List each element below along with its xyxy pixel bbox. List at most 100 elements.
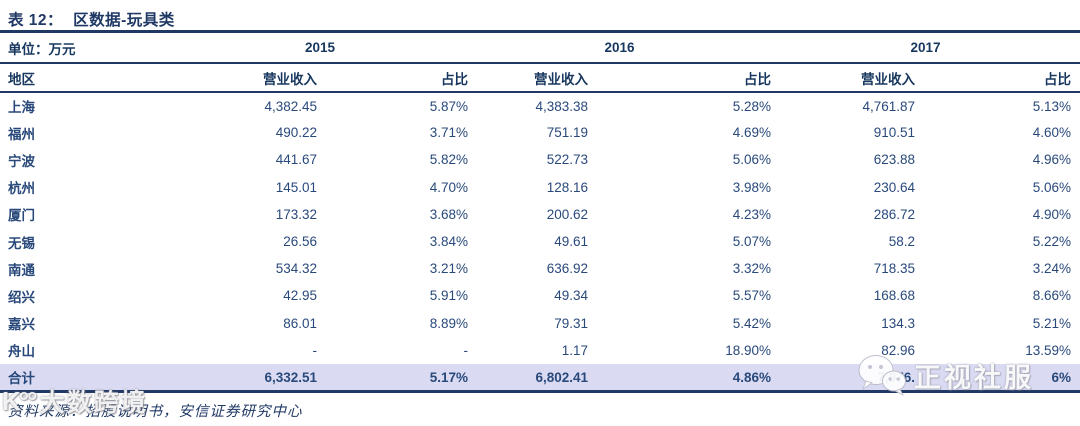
value-cell: 5.42% <box>732 315 772 331</box>
value-cell: - <box>463 342 469 358</box>
value-cell: 5.91% <box>429 288 469 304</box>
value-cell: 5.87% <box>429 98 469 114</box>
column-header-revenue-2016: 营业收入 <box>534 71 589 87</box>
year-header-2015: 2015 <box>304 40 336 55</box>
value-cell: 6,332.51 <box>264 369 317 385</box>
table-row: 南通 534.32 3.21% 636.92 3.32% 718.35 3.24% <box>0 255 1080 282</box>
value-cell: 8.66% <box>1032 288 1072 304</box>
value-cell: 134.3 <box>881 315 916 331</box>
value-cell: 286.72 <box>873 206 916 222</box>
source-note: 资料来源：招股说明书，安信证券研究中心 <box>8 404 303 421</box>
table-row: 嘉兴 86.01 8.89% 79.31 5.42% 134.3 5.21% <box>0 310 1080 337</box>
value-cell: 4,761.87 <box>862 98 916 114</box>
value-cell: 5.22% <box>1032 234 1072 250</box>
column-header-revenue-2015: 营业收入 <box>263 71 317 87</box>
value-cell: 5.57% <box>732 288 772 304</box>
column-header-region: 地区 <box>8 71 35 87</box>
value-cell: 79.31 <box>554 315 589 331</box>
region-cell: 绍兴 <box>8 289 35 305</box>
value-cell: 718.35 <box>873 261 916 277</box>
value-cell: 3.24% <box>1032 261 1072 277</box>
value-cell: 86.01 <box>283 315 317 331</box>
value-cell: 5.21% <box>1032 315 1072 331</box>
value-cell: 522.73 <box>546 152 589 168</box>
value-cell: 441.67 <box>275 152 317 168</box>
value-cell: 6,802.41 <box>535 369 589 385</box>
region-cell: 南通 <box>8 262 35 278</box>
region-cell: 杭州 <box>8 181 35 197</box>
value-cell: 49.61 <box>554 234 589 250</box>
value-cell: 200.62 <box>546 206 589 222</box>
value-cell: 4,383.38 <box>535 98 589 114</box>
value-cell: 4.90% <box>1032 206 1072 222</box>
value-cell: 3.98% <box>732 179 772 195</box>
value-cell: 4,382.45 <box>264 98 317 114</box>
value-cell: 534.32 <box>275 261 317 277</box>
value-cell: 3.32% <box>732 261 772 277</box>
value-cell: 4.69% <box>732 125 772 141</box>
table-row: 舟山 - - 1.17 18.90% 82.96 13.59% <box>0 337 1080 364</box>
table-caption: 表 12： 区数据-玩具类 <box>0 0 1080 33</box>
value-cell: 128.16 <box>546 179 589 195</box>
value-cell: 4.70% <box>429 179 469 195</box>
value-cell: 623.88 <box>873 152 916 168</box>
value-cell: 3.68% <box>429 206 469 222</box>
value-cell: 13.59% <box>1025 342 1072 358</box>
value-cell: 5.06% <box>1032 179 1072 195</box>
table-row: 上海 4,382.45 5.87% 4,383.38 5.28% 4,761.87 5.13… <box>0 92 1080 119</box>
value-cell: 6% <box>1051 369 1072 385</box>
value-cell: 5.17% <box>429 369 469 385</box>
unit-year-row: 单位：万元 2015 2016 2017 <box>0 33 1080 63</box>
value-cell: 3.71% <box>429 125 469 141</box>
value-cell: 910.51 <box>873 125 916 141</box>
value-cell: 8.89% <box>429 315 469 331</box>
value-cell: 5.06% <box>732 152 772 168</box>
table-row: 宁波 441.67 5.82% 522.73 5.06% 623.88 4.96% <box>0 146 1080 173</box>
value-cell: 168.68 <box>873 288 916 304</box>
region-cell: 福州 <box>8 126 35 142</box>
value-cell: 58.2 <box>888 234 916 250</box>
value-cell: 490.22 <box>275 125 317 141</box>
data-table: 单位：万元 2015 2016 2017 地区 营业收入 占比 营业收入 占比 … <box>0 33 1080 393</box>
value-cell: 636.92 <box>546 261 589 277</box>
table-body: 上海 4,382.45 5.87% 4,383.38 5.28% 4,761.87 5.13… <box>0 92 1080 392</box>
value-cell: 26.56 <box>283 234 317 250</box>
value-cell: 173.32 <box>275 206 317 222</box>
region-cell: 合计 <box>8 371 35 387</box>
value-cell: 5.82% <box>429 152 469 168</box>
column-header-revenue-2017: 营业收入 <box>861 71 916 87</box>
value-cell: 3.21% <box>429 261 469 277</box>
value-cell: 7,976. <box>877 369 916 385</box>
region-cell: 宁波 <box>8 153 35 169</box>
table-row: 杭州 145.01 4.70% 128.16 3.98% 230.64 5.06% <box>0 174 1080 201</box>
value-cell: 5.28% <box>732 98 772 114</box>
region-cell: 嘉兴 <box>8 317 35 333</box>
year-header-2016: 2016 <box>604 40 635 55</box>
value-cell: 82.96 <box>881 342 916 358</box>
value-cell: - <box>312 342 318 358</box>
region-cell: 上海 <box>8 100 35 116</box>
value-cell: 3.84% <box>429 234 469 250</box>
value-cell: 230.64 <box>873 179 916 195</box>
page-title: 区数据-玩具类 <box>73 11 175 29</box>
table-row: 厦门 173.32 3.68% 200.62 4.23% 286.72 4.90% <box>0 201 1080 228</box>
value-cell: 49.34 <box>554 288 589 304</box>
total-row: 合计 6,332.51 5.17% 6,802.41 4.86% 7,976. 6% <box>0 363 1080 392</box>
column-header-share-2015: 占比 <box>441 71 469 87</box>
unit-label: 单位：万元 <box>8 41 76 57</box>
table-number: 表 12： <box>8 11 64 29</box>
region-cell: 舟山 <box>8 344 35 360</box>
column-header-share-2016: 占比 <box>744 71 772 87</box>
table-row: 福州 490.22 3.71% 751.19 4.69% 910.51 4.60% <box>0 119 1080 146</box>
value-cell: 1.17 <box>561 342 589 358</box>
value-cell: 5.13% <box>1032 98 1072 114</box>
region-cell: 无锡 <box>8 235 35 251</box>
value-cell: 4.86% <box>732 369 772 385</box>
value-cell: 145.01 <box>275 179 317 195</box>
year-header-2017: 2017 <box>910 40 941 55</box>
column-header-row: 地区 营业收入 占比 营业收入 占比 营业收入 占比 <box>0 63 1080 92</box>
region-cell: 厦门 <box>8 208 35 224</box>
value-cell: 751.19 <box>546 125 589 141</box>
table-row: 无锡 26.56 3.84% 49.61 5.07% 58.2 5.22% <box>0 228 1080 255</box>
